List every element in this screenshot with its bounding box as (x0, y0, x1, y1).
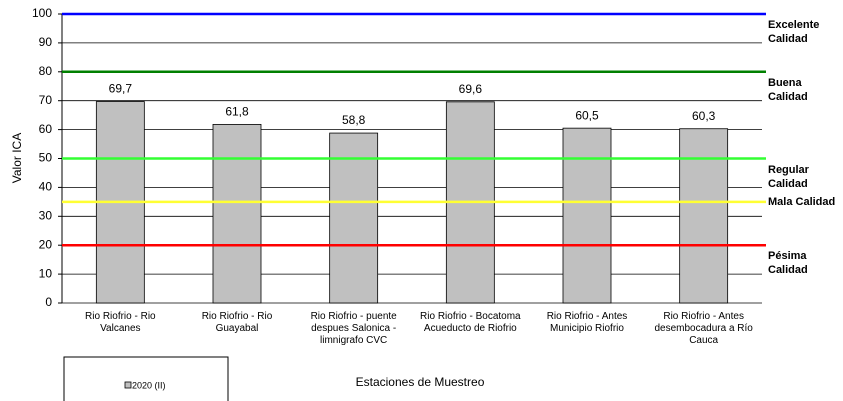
y-tick-label: 50 (39, 151, 53, 165)
value-label: 69,6 (459, 82, 483, 96)
value-label: 60,5 (575, 108, 599, 122)
bar (212, 123, 262, 304)
y-tick-label: 0 (45, 295, 52, 309)
value-label: 58,8 (342, 113, 366, 127)
y-tick-label: 10 (39, 266, 53, 280)
value-label: 69,7 (109, 82, 133, 96)
x-tick-label: Rio Riofrio - Antes desembocadura a Río … (654, 311, 753, 346)
y-tick-label: 100 (32, 6, 52, 20)
y-axis-title: Valor ICA (10, 133, 24, 183)
legend-box (63, 356, 229, 401)
y-tick-label: 90 (39, 35, 53, 49)
reference-label: Buena Calidad (768, 76, 808, 103)
reference-label: Regular Calidad (768, 163, 809, 190)
x-tick-label: Rio Riofrio - Rio Valcanes (85, 311, 156, 334)
bar (562, 127, 612, 304)
x-tick-label: Rio Riofrio - Rio Guayabal (201, 311, 273, 334)
y-tick-label: 40 (39, 180, 53, 194)
legend-swatch (124, 381, 132, 389)
bar (679, 128, 729, 304)
reference-label: Pésima Calidad (768, 250, 808, 277)
value-label: 61,8 (225, 105, 249, 119)
reference-label: Excelente Calidad (768, 19, 820, 45)
y-tick-label: 70 (39, 93, 53, 107)
y-tick-label: 30 (39, 208, 53, 222)
legend-label: 2020 (II) (132, 380, 166, 390)
y-tick-label: 20 (39, 237, 53, 251)
x-tick-label: Rio Riofrio - puente despues Salonica - … (310, 311, 397, 346)
x-tick-label: Rio Riofrio - Bocatoma Acueducto de Riof… (420, 311, 521, 334)
x-axis-title: Estaciones de Muestreo (356, 375, 485, 389)
y-tick-label: 60 (39, 122, 53, 136)
bar (329, 132, 379, 304)
y-tick-label: 80 (39, 64, 53, 78)
reference-label: Mala Calidad (768, 195, 836, 208)
x-tick-label: Rio Riofrio - Antes Municipio Riofrio (546, 311, 628, 334)
value-label: 60,3 (692, 109, 716, 123)
